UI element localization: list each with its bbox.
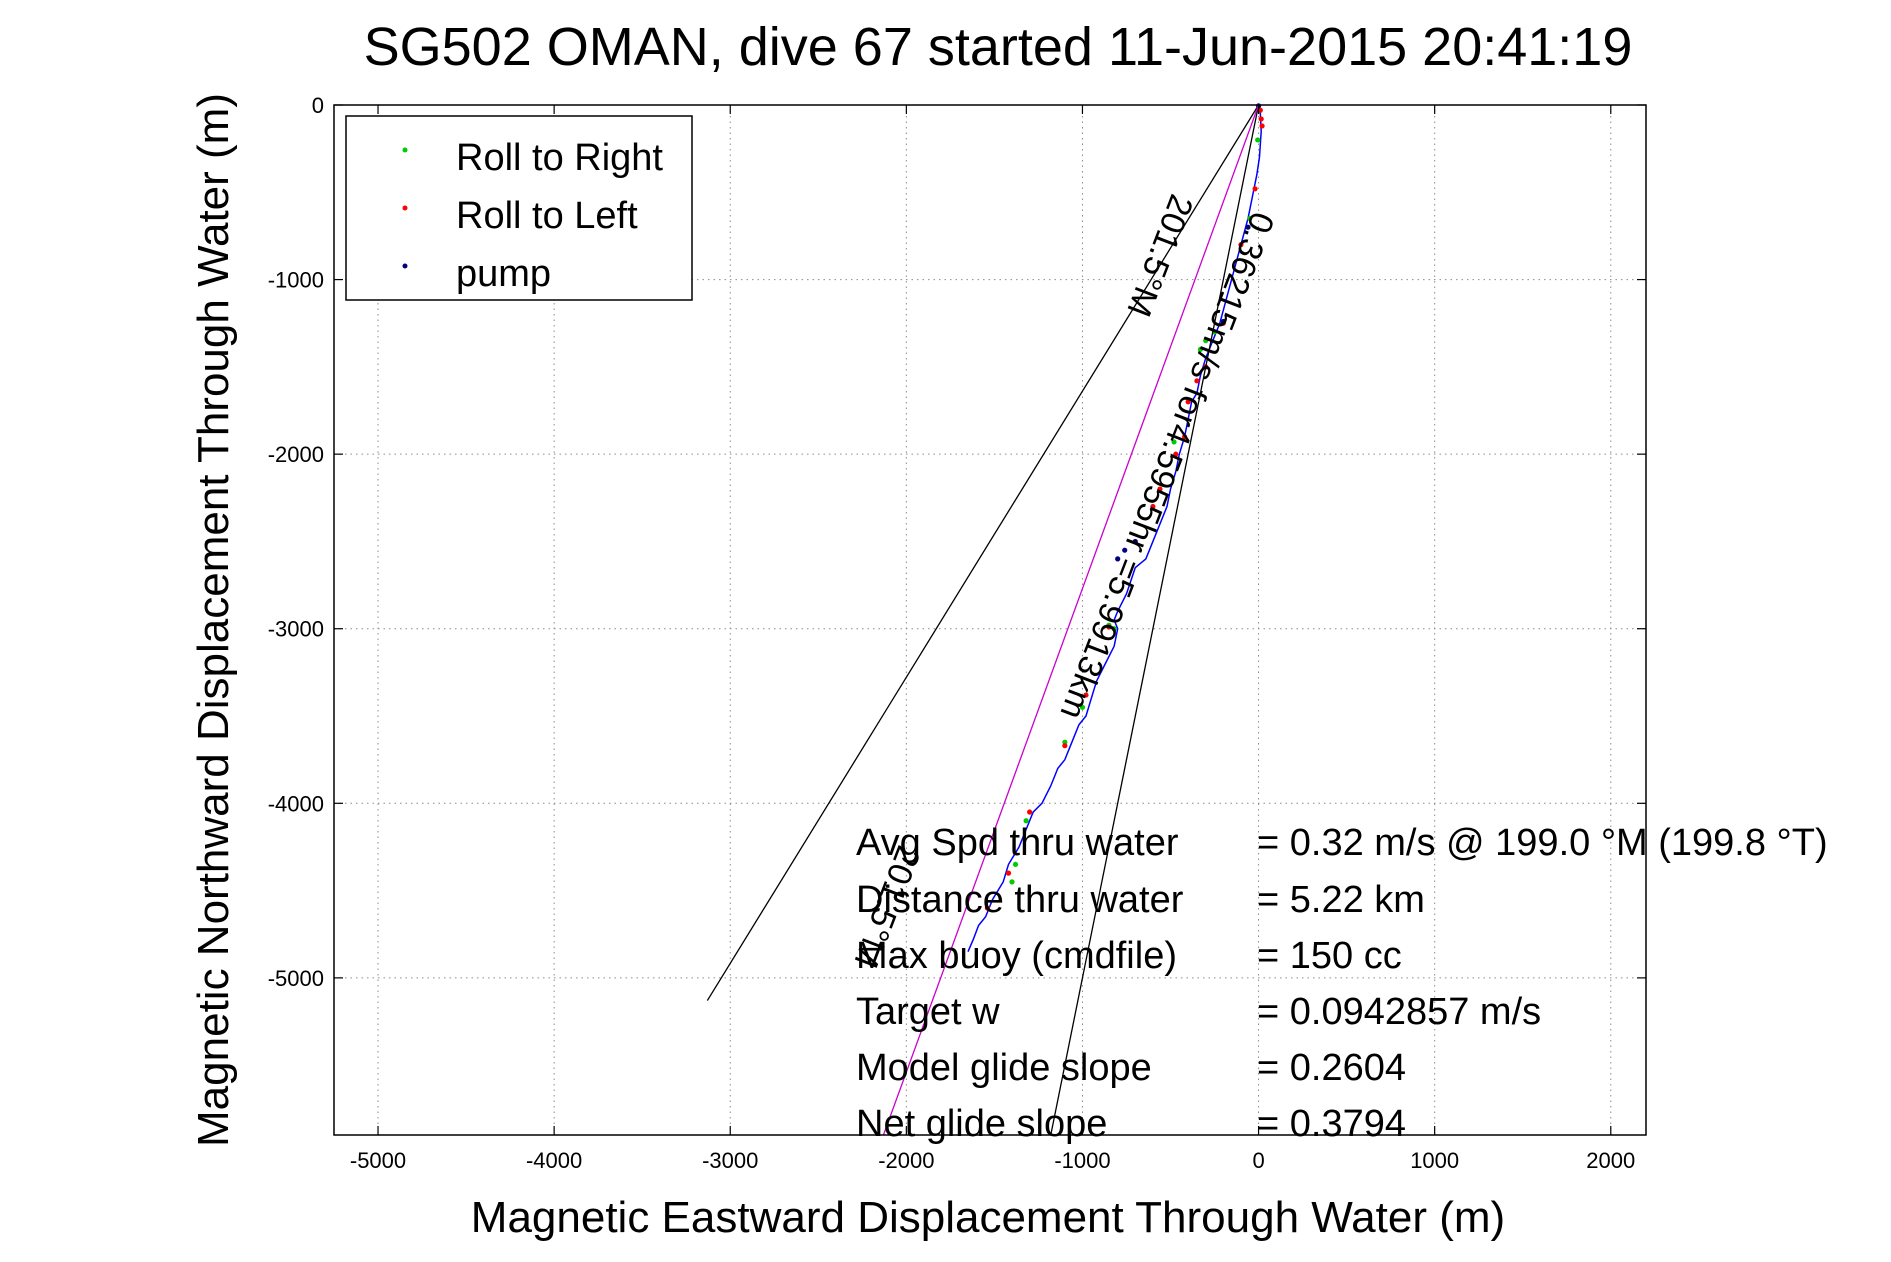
x-tick-label: 0 — [1252, 1148, 1264, 1173]
y-tick-label: -4000 — [268, 791, 324, 816]
marker-roll-right — [1023, 818, 1029, 824]
reference-lines — [706, 104, 1260, 1136]
marker-layer — [984, 103, 1265, 911]
x-axis-ticks: -5000 -4000 -3000 -2000 -1000 0 1000 2000 — [350, 105, 1635, 1173]
marker-roll-left — [1083, 692, 1089, 698]
stat-label-avg-speed: Avg Spd thru water — [856, 822, 1179, 864]
track-layer — [967, 104, 1262, 952]
y-tick-label: -1000 — [268, 268, 324, 293]
legend-label-roll-left: Roll to Left — [456, 195, 638, 237]
marker-roll-left — [1259, 123, 1265, 129]
plot-frame — [333, 104, 1647, 1136]
marker-roll-left — [1258, 116, 1264, 122]
marker-roll-left — [1181, 434, 1188, 440]
stat-value-max-buoy: = 150 cc — [1257, 935, 1402, 977]
legend-entry-roll-right: Roll to Right — [402, 137, 663, 179]
marker-roll-left — [1106, 624, 1112, 630]
stat-label-model-glide: Model glide slope — [856, 1047, 1152, 1089]
marker-roll-left — [1150, 503, 1156, 510]
marker-roll-left — [984, 905, 990, 911]
marker-roll-right — [1255, 137, 1261, 143]
x-tick-label: -4000 — [526, 1148, 582, 1173]
marker-roll-right — [1171, 439, 1177, 445]
marker-roll-left — [1238, 242, 1244, 248]
y-axis-label: Magnetic Northward Displacement Through … — [189, 93, 238, 1147]
y-tick-label: 0 — [312, 93, 324, 118]
legend-marker-roll-left — [402, 205, 408, 211]
marker-roll-left — [1173, 451, 1179, 457]
legend-label-pump: pump — [456, 253, 551, 295]
y-tick-label: -2000 — [268, 442, 324, 467]
reference-line-1 — [1050, 104, 1260, 1136]
stat-value-model-glide: = 0.2604 — [1257, 1047, 1406, 1089]
stat-value-avg-speed: = 0.32 m/s @ 199.0 °M (199.8 °T) — [1257, 822, 1828, 864]
reference-line-2 — [882, 104, 1260, 1136]
y-tick-label: -5000 — [268, 966, 324, 991]
marker-roll-right — [1111, 626, 1117, 632]
track-series — [967, 104, 1262, 952]
x-axis-label: Magnetic Eastward Displacement Through W… — [471, 1193, 1505, 1242]
legend-entry-roll-left: Roll to Left — [402, 195, 638, 237]
marker-roll-right — [1247, 215, 1253, 222]
x-tick-label: -1000 — [1054, 1148, 1110, 1173]
reference-line-0 — [706, 104, 1260, 1001]
stats-block: Avg Spd thru water = 0.32 m/s @ 199.0 °M… — [856, 822, 1828, 1145]
marker-roll-right — [1079, 704, 1086, 710]
marker-roll-right — [1009, 879, 1015, 885]
marker-roll-right — [1012, 861, 1019, 868]
marker-pump — [1245, 224, 1251, 230]
marker-roll-left — [1157, 486, 1163, 492]
y-tick-label: -3000 — [268, 617, 324, 642]
marker-roll-left — [1062, 743, 1068, 749]
x-tick-label: 2000 — [1586, 1148, 1635, 1173]
marker-roll-left — [1185, 399, 1191, 405]
legend-marker-roll-right — [402, 147, 408, 153]
x-tick-label: -2000 — [878, 1148, 934, 1173]
stat-label-max-buoy: Max buoy (cmdfile) — [856, 935, 1177, 977]
x-tick-label: 1000 — [1410, 1148, 1459, 1173]
marker-roll-left — [1194, 378, 1200, 384]
y-axis-ticks: 0 -1000 -2000 -3000 -4000 -5000 — [268, 93, 1646, 991]
marker-pump — [1122, 547, 1128, 553]
marker-roll-right — [1203, 338, 1209, 344]
x-tick-label: -5000 — [350, 1148, 406, 1173]
stat-value-distance: = 5.22 km — [1257, 879, 1425, 921]
stat-label-net-glide: Net glide slope — [856, 1103, 1107, 1145]
legend: Roll to Right Roll to Left pump — [345, 115, 693, 301]
marker-roll-left — [1005, 870, 1012, 876]
legend-label-roll-right: Roll to Right — [456, 137, 663, 179]
marker-pump — [1115, 556, 1121, 562]
marker-roll-left — [1252, 186, 1258, 192]
legend-marker-pump — [402, 263, 408, 269]
marker-roll-right — [1197, 346, 1204, 353]
chart-title: SG502 OMAN, dive 67 started 11-Jun-2015 … — [364, 17, 1633, 77]
x-tick-label: -3000 — [702, 1148, 758, 1173]
stat-value-target-w: = 0.0942857 m/s — [1257, 991, 1541, 1033]
legend-entry-pump: pump — [402, 253, 551, 295]
stat-label-distance: Distance thru water — [856, 879, 1184, 921]
stat-label-target-w: Target w — [856, 991, 1000, 1033]
marker-roll-left — [1027, 809, 1033, 815]
stat-value-net-glide: = 0.3794 — [1257, 1103, 1406, 1145]
marker-pump — [1132, 538, 1138, 545]
marker-pump — [1220, 318, 1226, 325]
